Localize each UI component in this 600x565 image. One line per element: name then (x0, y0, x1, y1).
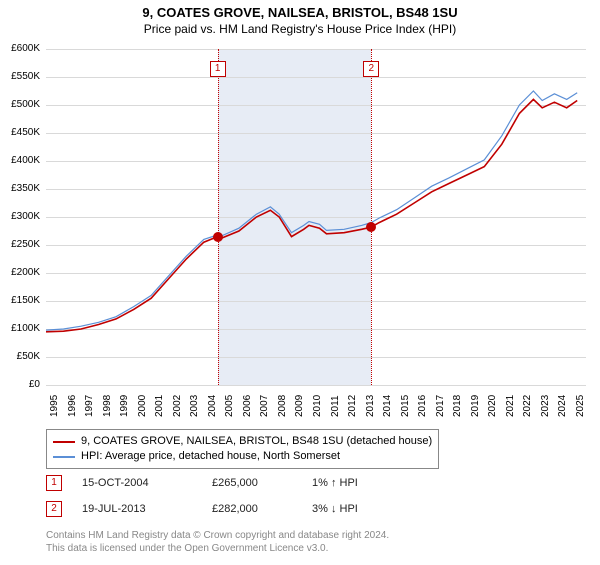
x-tick-label: 2003 (189, 395, 200, 417)
x-tick-label: 2015 (400, 395, 411, 417)
y-tick-label: £150K (0, 295, 40, 306)
attribution-line1: Contains HM Land Registry data © Crown c… (46, 529, 389, 542)
x-tick-label: 2022 (522, 395, 533, 417)
x-tick-label: 2006 (242, 395, 253, 417)
y-tick-label: £550K (0, 71, 40, 82)
x-tick-label: 2007 (259, 395, 270, 417)
y-tick-label: £50K (0, 351, 40, 362)
sale-price: £282,000 (212, 503, 292, 515)
legend-row: 9, COATES GROVE, NAILSEA, BRISTOL, BS48 … (53, 434, 432, 449)
chart-plot-area (46, 49, 586, 385)
sale-dot (366, 222, 376, 232)
sale-marker-box: 1 (210, 61, 226, 77)
x-tick-label: 2002 (172, 395, 183, 417)
x-tick-label: 2012 (347, 395, 358, 417)
x-tick-label: 2008 (277, 395, 288, 417)
x-tick-label: 2005 (224, 395, 235, 417)
sale-price: £265,000 (212, 477, 292, 489)
x-tick-label: 1998 (102, 395, 113, 417)
sale-row: 1 15-OCT-2004 £265,000 1% ↑ HPI (46, 475, 358, 491)
sale-date: 19-JUL-2013 (82, 503, 192, 515)
x-tick-label: 2004 (207, 395, 218, 417)
attribution-line2: This data is licensed under the Open Gov… (46, 542, 389, 555)
y-tick-label: £200K (0, 267, 40, 278)
x-tick-label: 2019 (470, 395, 481, 417)
legend: 9, COATES GROVE, NAILSEA, BRISTOL, BS48 … (46, 429, 439, 469)
attribution: Contains HM Land Registry data © Crown c… (46, 529, 389, 555)
x-tick-label: 2010 (312, 395, 323, 417)
sale-delta: 1% ↑ HPI (312, 477, 358, 489)
gridline (46, 385, 586, 386)
x-tick-label: 2017 (435, 395, 446, 417)
y-tick-label: £450K (0, 127, 40, 138)
legend-swatch (53, 456, 75, 458)
y-tick-label: £400K (0, 155, 40, 166)
sale-dot (213, 232, 223, 242)
x-tick-label: 2024 (557, 395, 568, 417)
sale-delta: 3% ↓ HPI (312, 503, 358, 515)
x-tick-label: 2023 (540, 395, 551, 417)
x-tick-label: 2013 (365, 395, 376, 417)
y-tick-label: £600K (0, 43, 40, 54)
x-tick-label: 1996 (67, 395, 78, 417)
x-tick-label: 1999 (119, 395, 130, 417)
chart-lines (46, 49, 586, 385)
page-subtitle: Price paid vs. HM Land Registry's House … (0, 22, 600, 36)
page-title: 9, COATES GROVE, NAILSEA, BRISTOL, BS48 … (0, 5, 600, 20)
y-tick-label: £100K (0, 323, 40, 334)
y-tick-label: £0 (0, 379, 40, 390)
y-tick-label: £350K (0, 183, 40, 194)
series-hpi (46, 91, 577, 330)
series-price_paid (46, 99, 577, 331)
sale-number-box: 1 (46, 475, 62, 491)
x-tick-label: 2016 (417, 395, 428, 417)
x-tick-label: 2025 (575, 395, 586, 417)
x-tick-label: 1995 (49, 395, 60, 417)
y-tick-label: £250K (0, 239, 40, 250)
sale-marker-box: 2 (363, 61, 379, 77)
x-tick-label: 1997 (84, 395, 95, 417)
sale-row: 2 19-JUL-2013 £282,000 3% ↓ HPI (46, 501, 358, 517)
y-tick-label: £300K (0, 211, 40, 222)
legend-label: HPI: Average price, detached house, Nort… (81, 449, 340, 464)
sale-number-box: 2 (46, 501, 62, 517)
legend-label: 9, COATES GROVE, NAILSEA, BRISTOL, BS48 … (81, 434, 432, 449)
x-tick-label: 2018 (452, 395, 463, 417)
x-tick-label: 2021 (505, 395, 516, 417)
x-tick-label: 2020 (487, 395, 498, 417)
legend-swatch (53, 441, 75, 443)
legend-row: HPI: Average price, detached house, Nort… (53, 449, 432, 464)
x-tick-label: 2009 (294, 395, 305, 417)
x-tick-label: 2001 (154, 395, 165, 417)
x-tick-label: 2000 (137, 395, 148, 417)
x-tick-label: 2014 (382, 395, 393, 417)
y-tick-label: £500K (0, 99, 40, 110)
x-tick-label: 2011 (330, 395, 341, 417)
sale-date: 15-OCT-2004 (82, 477, 192, 489)
